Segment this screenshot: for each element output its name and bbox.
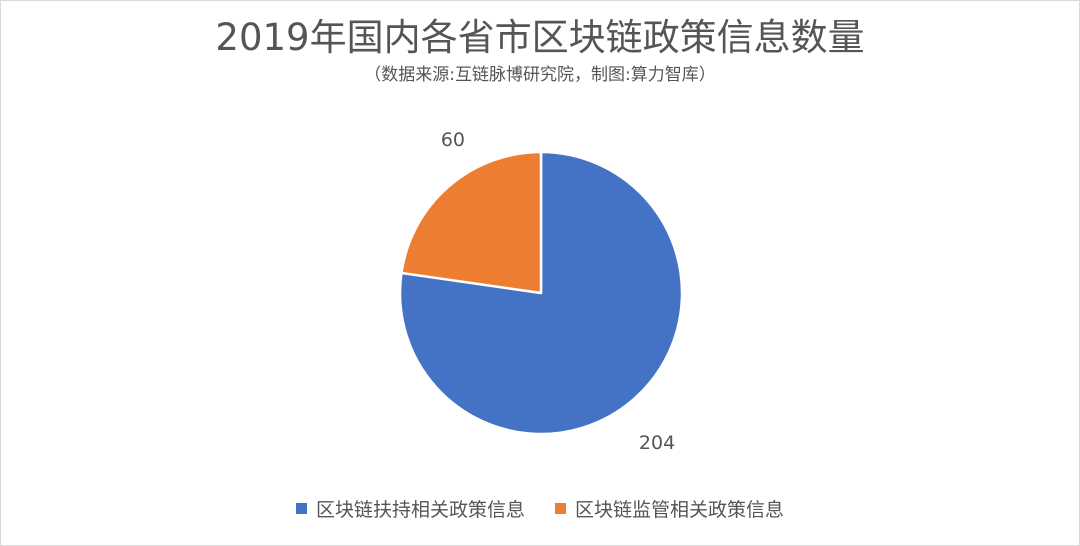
data-label-support: 204 <box>639 432 675 454</box>
pie-slice-support <box>398 150 684 436</box>
pie-slice-regulation <box>400 150 543 295</box>
legend-item-regulation: 区块链监管相关政策信息 <box>555 495 784 522</box>
legend-label-regulation: 区块链监管相关政策信息 <box>575 499 785 521</box>
legend-label-support: 区块链扶持相关政策信息 <box>315 499 525 521</box>
chart-title: 2019年国内各省市区块链政策信息数量 <box>215 16 865 59</box>
legend-swatch-support <box>295 503 307 514</box>
chart-legend: 区块链扶持相关政策信息 区块链监管相关政策信息 <box>1 495 1079 522</box>
chart-subtitle: （数据来源:互链脉博研究院，制图:算力智库） <box>364 65 716 85</box>
legend-swatch-regulation <box>555 503 566 514</box>
data-label-regulation: 60 <box>441 129 465 151</box>
legend-item-support: 区块链扶持相关政策信息 <box>295 495 525 522</box>
